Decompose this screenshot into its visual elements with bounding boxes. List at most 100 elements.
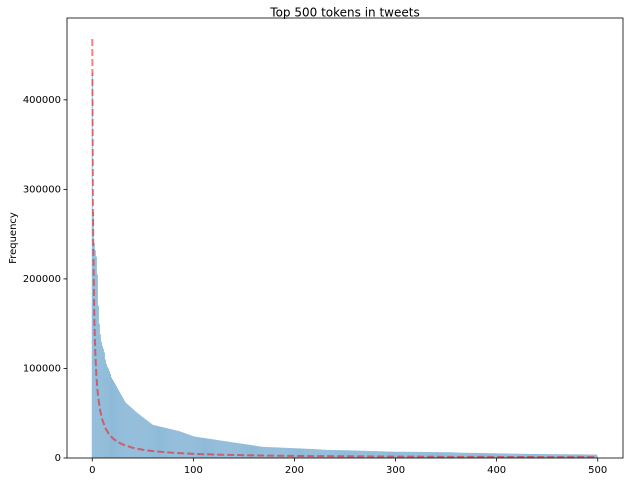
bar	[490, 453, 492, 458]
bar	[266, 446, 268, 458]
bar	[459, 452, 461, 458]
bar	[564, 454, 566, 458]
bar	[124, 400, 126, 458]
bar	[372, 451, 374, 458]
bar	[243, 443, 245, 458]
bar	[419, 451, 421, 458]
bar	[165, 428, 167, 458]
bar	[439, 452, 441, 458]
bar	[146, 420, 148, 458]
bar	[369, 451, 371, 458]
bar	[546, 454, 548, 458]
bar	[538, 453, 540, 458]
bar	[284, 447, 286, 458]
bar	[125, 402, 127, 458]
bar	[227, 441, 229, 458]
bar	[216, 439, 218, 458]
bar	[515, 453, 517, 458]
bar	[342, 450, 344, 458]
bar	[350, 450, 352, 458]
bar	[366, 450, 368, 458]
bar	[364, 450, 366, 458]
bar	[212, 439, 214, 458]
bar	[329, 449, 331, 458]
bar	[406, 451, 408, 458]
bar	[334, 450, 336, 458]
bar	[373, 451, 375, 458]
bar	[563, 454, 565, 458]
bar	[200, 437, 202, 458]
bar	[339, 450, 341, 458]
bar	[381, 451, 383, 458]
bar	[323, 449, 325, 458]
bar	[276, 447, 278, 458]
bar	[256, 446, 258, 458]
bar	[118, 389, 120, 458]
bar	[186, 434, 188, 458]
bar	[559, 454, 561, 458]
bar	[390, 451, 393, 458]
bar	[404, 451, 406, 458]
bar	[477, 452, 479, 458]
bar	[509, 453, 511, 458]
chart-title: Top 500 tokens in tweets	[269, 6, 419, 20]
bar	[100, 341, 102, 458]
bar	[341, 450, 343, 458]
bar	[263, 446, 265, 458]
bar	[446, 452, 448, 458]
bar	[154, 425, 156, 458]
bar	[258, 446, 260, 458]
bar	[114, 382, 116, 458]
bar	[377, 451, 379, 458]
bar	[129, 406, 131, 458]
bar	[574, 454, 576, 458]
bar	[467, 452, 469, 458]
bar	[494, 453, 496, 458]
bar	[550, 454, 552, 458]
bar	[111, 379, 113, 458]
bar	[532, 453, 534, 458]
bar	[267, 447, 269, 458]
bar	[584, 454, 586, 458]
bar	[371, 451, 373, 458]
bar	[424, 452, 426, 458]
bar	[347, 450, 349, 458]
bar	[250, 445, 252, 458]
bar	[166, 428, 168, 458]
bar	[475, 452, 477, 458]
bar	[491, 453, 493, 458]
bar	[128, 405, 130, 458]
bar	[551, 454, 553, 458]
bar	[229, 441, 231, 458]
bar	[542, 454, 544, 458]
bar	[407, 451, 409, 458]
bar	[405, 451, 407, 458]
bar	[237, 443, 239, 458]
bar	[408, 451, 410, 458]
bar	[153, 425, 155, 458]
bar	[273, 447, 275, 458]
bar	[379, 451, 381, 458]
bar	[374, 451, 376, 458]
bar	[555, 454, 557, 458]
bar	[120, 393, 122, 458]
bar	[536, 453, 538, 458]
bar	[206, 438, 208, 458]
bar	[353, 450, 355, 458]
bar	[460, 452, 462, 458]
bar	[159, 426, 161, 458]
bar	[375, 451, 377, 458]
bar	[283, 447, 285, 458]
bar	[544, 454, 546, 458]
bar	[470, 452, 472, 458]
bar	[508, 453, 510, 458]
bar	[305, 448, 307, 458]
bar	[355, 450, 357, 458]
bar	[345, 450, 347, 458]
bar	[332, 450, 334, 458]
bar	[401, 451, 403, 458]
bar	[512, 453, 514, 458]
bar	[466, 452, 468, 458]
bar	[192, 436, 194, 458]
